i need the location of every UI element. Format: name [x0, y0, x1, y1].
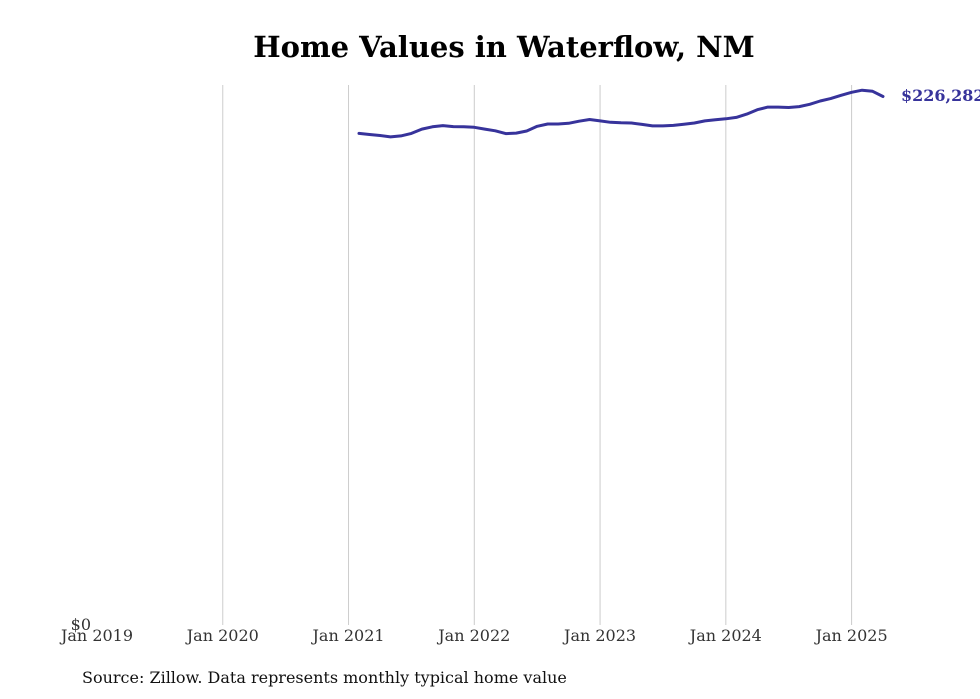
chart-title: Home Values in Waterflow, NM: [253, 30, 755, 64]
x-tick-label: Jan 2024: [688, 626, 762, 645]
x-tick-label: Jan 2023: [562, 626, 636, 645]
end-value-label: $226,282: [901, 86, 980, 105]
chart-source: Source: Zillow. Data represents monthly …: [82, 668, 567, 687]
x-tick-label: Jan 2020: [185, 626, 259, 645]
y-tick-label: $0: [71, 615, 91, 634]
x-tick-label: Jan 2021: [311, 626, 385, 645]
x-tick-label: Jan 2025: [814, 626, 888, 645]
series-line: [357, 88, 885, 139]
x-tick-label: Jan 2019: [59, 626, 133, 645]
x-tick-label: Jan 2022: [436, 626, 510, 645]
